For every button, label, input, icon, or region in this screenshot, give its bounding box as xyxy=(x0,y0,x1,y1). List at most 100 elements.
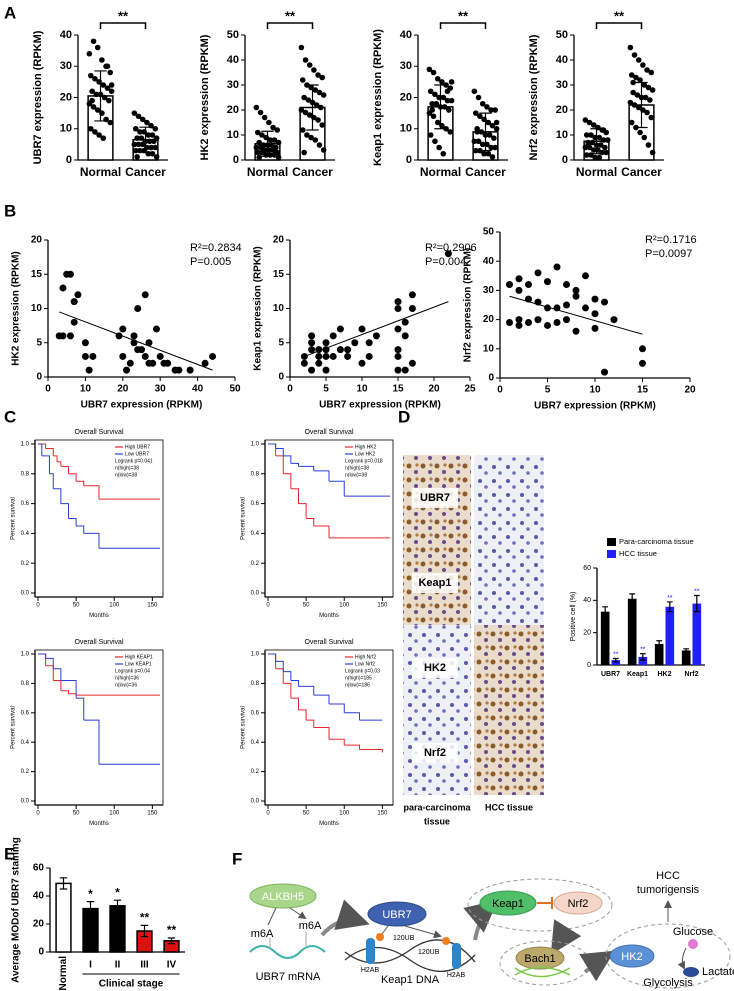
data-point xyxy=(635,57,642,63)
data-point xyxy=(344,352,352,360)
fit-line xyxy=(59,311,213,371)
x-tick-label: 50 xyxy=(73,811,80,817)
x-tick-label: 25 xyxy=(464,384,476,395)
data-point xyxy=(70,298,78,306)
group xyxy=(605,923,731,989)
mark xyxy=(269,932,307,948)
significance: ** xyxy=(458,8,469,23)
survival-step xyxy=(306,518,315,526)
data-point xyxy=(151,138,157,145)
data-point xyxy=(440,150,447,157)
x-tick-label: Normal xyxy=(80,165,121,179)
error-bar xyxy=(306,84,319,131)
data-point xyxy=(107,119,114,126)
data-point xyxy=(139,116,146,123)
diagram-label: UBR7 mRNA xyxy=(256,971,321,983)
data-point xyxy=(640,62,646,68)
survival-step xyxy=(38,653,47,659)
data-point xyxy=(268,142,275,148)
survival-step xyxy=(68,518,77,526)
data-point xyxy=(312,137,319,143)
data-point xyxy=(298,107,305,113)
data-point xyxy=(135,113,142,120)
data-point xyxy=(300,359,308,367)
y-axis-label: HK2 expression (RPKM) xyxy=(199,34,211,160)
node xyxy=(249,883,317,909)
x-tick-label: 10 xyxy=(589,385,601,396)
x-tick-label: 30 xyxy=(155,384,167,395)
data-point xyxy=(119,325,127,333)
data-point xyxy=(86,50,93,57)
data-point xyxy=(270,147,276,153)
diagram-label: Nrf2 xyxy=(568,898,589,910)
data-point xyxy=(299,127,306,133)
data-point xyxy=(429,100,435,107)
data-point xyxy=(525,319,532,327)
data-point xyxy=(126,359,134,367)
x-tick-label: 0 xyxy=(497,385,503,396)
data-point xyxy=(427,88,434,95)
ub xyxy=(442,937,450,945)
data-point xyxy=(89,88,95,95)
annotation: R²=0.2906 xyxy=(425,242,477,254)
data-point xyxy=(401,366,409,374)
y-tick-label: 40 xyxy=(483,256,495,267)
data-point xyxy=(648,114,655,121)
bar xyxy=(665,606,675,665)
data-point xyxy=(488,144,494,151)
data-point xyxy=(316,142,323,148)
data-point xyxy=(306,62,313,68)
data-point xyxy=(515,321,523,329)
y-axis-label: Keap1 expression (RPKM) xyxy=(372,29,384,166)
x-tick-label: Cancer xyxy=(292,165,333,179)
ihc-image xyxy=(474,625,544,710)
data-point xyxy=(583,132,590,138)
data-point xyxy=(475,138,482,145)
y-tick-label: 40 xyxy=(227,54,239,66)
data-point xyxy=(492,107,499,113)
y-tick-label: 20 xyxy=(583,630,591,637)
y-axis-label: HK2 expression (RPKM) xyxy=(11,251,22,365)
data-point xyxy=(148,144,154,151)
data-point xyxy=(131,110,138,116)
data-point xyxy=(444,97,451,104)
data-point xyxy=(563,301,570,309)
significance: ** xyxy=(614,8,625,23)
y-tick-label: 0 xyxy=(278,372,284,383)
y-tick-label: 40 xyxy=(556,54,568,66)
bar xyxy=(109,905,126,953)
survival-step xyxy=(313,694,330,704)
data-point xyxy=(259,149,265,156)
data-point xyxy=(515,316,523,324)
diagram-labels: ALKBH5 m6A m6A UBR7 mRNA UBR7 120UB 120U… xyxy=(251,870,734,989)
node xyxy=(367,901,427,927)
x-tick-label: IV xyxy=(167,960,177,971)
data-point xyxy=(261,114,268,121)
annotation: n(high)=38 xyxy=(345,465,369,471)
data-point xyxy=(489,122,496,129)
survival-step xyxy=(275,668,284,684)
error-bar xyxy=(635,81,648,129)
data-point xyxy=(319,122,326,128)
data-point xyxy=(534,316,542,324)
data-point xyxy=(590,122,597,128)
y-tick-label: 0 xyxy=(233,154,239,166)
survival-step xyxy=(45,657,54,669)
significance-bracket xyxy=(266,22,314,29)
data-point xyxy=(534,269,542,277)
data-point xyxy=(553,319,561,327)
y-tick-label: 0.8 xyxy=(251,471,260,477)
survival-step xyxy=(76,480,85,486)
survival-step xyxy=(313,525,330,538)
panel-label: D xyxy=(398,407,410,426)
ihc-column-label: tissue xyxy=(424,816,450,826)
fit-line xyxy=(509,295,643,335)
data-point xyxy=(87,72,94,79)
data-point xyxy=(506,319,513,327)
mrna xyxy=(249,945,326,959)
x-tick-label: Cancer xyxy=(621,165,662,179)
ihc-row-label: HK2 xyxy=(424,662,446,674)
error-bar xyxy=(113,899,122,912)
data-point xyxy=(644,109,650,116)
y-tick-label: 10 xyxy=(60,123,72,135)
